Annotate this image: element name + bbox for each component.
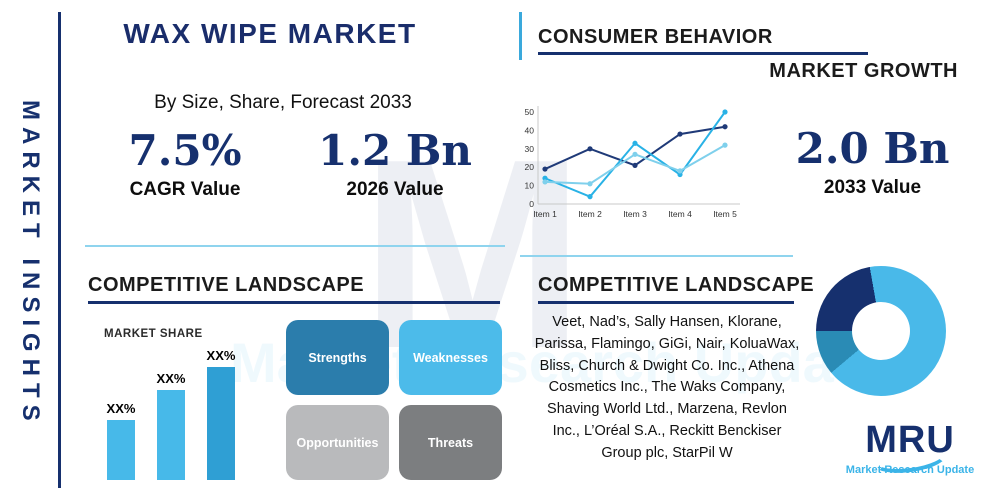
- svg-text:Item 3: Item 3: [623, 209, 647, 219]
- bar-column: XX%: [105, 348, 137, 480]
- market-share-bar-chart: XX% XX% XX%: [105, 348, 270, 480]
- swot-strengths-label: Strengths: [308, 350, 367, 365]
- svg-text:30: 30: [525, 144, 535, 154]
- logo-text: MRU: [865, 419, 955, 461]
- market-growth-heading: MARKET GROWTH: [769, 60, 958, 82]
- svg-text:0: 0: [529, 199, 534, 209]
- swot-grid: Strengths Weaknesses Opportunities Threa…: [286, 320, 502, 480]
- donut-hole: [852, 302, 910, 360]
- consumer-behavior-underline: [538, 52, 868, 55]
- competitive-landscape-right-underline: [538, 301, 794, 304]
- cagr-label: CAGR Value: [129, 179, 241, 201]
- svg-text:Item 5: Item 5: [713, 209, 737, 219]
- competitive-landscape-left-underline: [88, 301, 500, 304]
- bar: [107, 420, 135, 480]
- svg-text:Item 2: Item 2: [578, 209, 602, 219]
- swot-opportunities-label: Opportunities: [296, 435, 379, 450]
- consumer-behavior-heading: CONSUMER BEHAVIOR: [538, 26, 773, 48]
- swot-threats-box: Threats: [399, 405, 502, 480]
- competitive-landscape-left-heading: COMPETITIVE LANDSCAPE: [88, 274, 365, 296]
- competitive-landscape-right-heading: COMPETITIVE LANDSCAPE: [538, 274, 815, 296]
- bar-value-label: XX%: [206, 348, 236, 363]
- bar: [207, 367, 235, 480]
- svg-text:10: 10: [525, 181, 535, 191]
- right-section-divider: [520, 255, 793, 257]
- swot-weaknesses-label: Weaknesses: [413, 350, 488, 365]
- right-column-accent-line: [519, 12, 522, 60]
- bar-value-label: XX%: [106, 401, 136, 416]
- bar-value-label: XX%: [156, 371, 186, 386]
- svg-text:20: 20: [525, 162, 535, 172]
- bar-column: XX%: [205, 348, 237, 480]
- cagr-stat: 7.5% CAGR Value: [95, 126, 275, 201]
- mru-logo: MRU Market Research Update: [830, 419, 990, 478]
- value-2033-label: 2033 Value: [823, 177, 922, 199]
- value-2026-label: 2026 Value: [346, 179, 444, 201]
- swot-threats-label: Threats: [427, 435, 474, 450]
- svg-text:40: 40: [525, 125, 535, 135]
- bar-column: XX%: [155, 348, 187, 480]
- value-2033-stat: 2.0 Bn 2033 Value: [785, 124, 960, 199]
- consumer-behavior-line-chart: 0 10 20 30 40 50 Item 1 Item 2 Item 3 Item 4 Item …: [505, 100, 755, 226]
- svg-text:Item 1: Item 1: [533, 209, 557, 219]
- value-2033: 2.0 Bn: [795, 124, 950, 173]
- left-section-divider: [85, 245, 505, 247]
- market-insights-vertical-title: MARKET INSIGHTS: [17, 100, 44, 428]
- cagr-value: 7.5%: [128, 126, 242, 175]
- market-share-label: MARKET SHARE: [104, 328, 203, 340]
- logo-caption: Market Research Update: [845, 463, 975, 476]
- svg-text:50: 50: [525, 107, 535, 117]
- swot-strengths-box: Strengths: [286, 320, 389, 395]
- companies-list: Veet, Nad’s, Sally Hansen, Klorane, Pari…: [534, 314, 800, 461]
- company-share-donut-chart: [816, 266, 946, 396]
- left-vertical-divider: [58, 12, 61, 488]
- svg-text:Item 4: Item 4: [668, 209, 692, 219]
- value-2026: 1.2 Bn: [318, 126, 472, 175]
- page-subtitle: By Size, Share, Forecast 2033: [154, 92, 412, 113]
- swot-opportunities-box: Opportunities: [286, 405, 389, 480]
- bar: [157, 390, 185, 480]
- swot-weaknesses-box: Weaknesses: [399, 320, 502, 395]
- page-title: WAX WIPE MARKET: [123, 18, 417, 49]
- value-2026-stat: 1.2 Bn 2026 Value: [305, 126, 485, 201]
